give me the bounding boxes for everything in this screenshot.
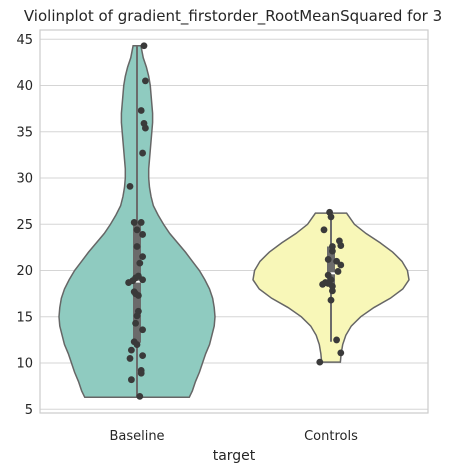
x-tick-label: Baseline bbox=[109, 429, 164, 444]
data-point bbox=[139, 352, 147, 360]
data-point bbox=[127, 376, 135, 384]
data-point bbox=[329, 247, 336, 255]
data-point bbox=[132, 319, 140, 327]
data-point bbox=[337, 349, 345, 357]
data-point bbox=[140, 42, 148, 50]
strip-points bbox=[125, 42, 345, 400]
data-point bbox=[133, 341, 141, 348]
data-point bbox=[327, 296, 335, 304]
data-point bbox=[139, 276, 147, 284]
data-point bbox=[319, 281, 326, 288]
data-point bbox=[333, 336, 340, 344]
chart-title: Violinplot of gradient_firstorder_RootMe… bbox=[24, 7, 442, 26]
data-point bbox=[142, 124, 149, 132]
y-tick-label: 35 bbox=[16, 125, 33, 140]
data-point bbox=[139, 253, 147, 261]
data-point bbox=[126, 182, 134, 190]
data-point bbox=[139, 326, 147, 334]
data-point bbox=[334, 268, 342, 275]
data-point bbox=[337, 261, 345, 269]
violins bbox=[58, 44, 410, 399]
y-tick-label: 15 bbox=[16, 310, 33, 325]
data-point bbox=[133, 312, 141, 320]
x-tick-label: Controls bbox=[304, 429, 358, 444]
data-point bbox=[130, 219, 138, 226]
y-tick-label: 20 bbox=[16, 264, 33, 279]
data-point bbox=[137, 107, 145, 114]
y-tick-label: 25 bbox=[16, 218, 33, 233]
data-point bbox=[137, 219, 145, 226]
median-marker-baseline bbox=[133, 280, 141, 283]
data-point bbox=[316, 358, 324, 366]
iqr-box-controls bbox=[327, 246, 335, 286]
data-point bbox=[133, 226, 141, 234]
data-point bbox=[324, 256, 332, 263]
data-point bbox=[329, 287, 336, 295]
x-tick-labels: Baseline Controls bbox=[109, 429, 358, 444]
data-point bbox=[327, 213, 335, 221]
data-point bbox=[136, 392, 144, 400]
y-tick-label: 5 bbox=[25, 403, 33, 418]
y-tick-label: 30 bbox=[16, 172, 33, 187]
data-point bbox=[139, 231, 147, 238]
data-point bbox=[135, 292, 142, 299]
data-point bbox=[139, 149, 147, 157]
plot-frame bbox=[39, 29, 429, 414]
data-point bbox=[320, 226, 328, 234]
data-point bbox=[127, 346, 135, 354]
data-point bbox=[126, 355, 134, 362]
data-point bbox=[125, 279, 132, 286]
y-tick-label: 40 bbox=[16, 79, 33, 94]
data-point bbox=[136, 259, 144, 267]
data-point bbox=[142, 77, 149, 85]
data-point bbox=[137, 369, 145, 377]
x-axis-label: target bbox=[213, 448, 256, 464]
data-point bbox=[133, 243, 141, 250]
y-tick-label: 45 bbox=[16, 33, 33, 48]
y-tick-label: 10 bbox=[16, 357, 33, 372]
data-point bbox=[337, 242, 345, 249]
y-tick-labels: 5 10 15 20 25 30 35 40 45 bbox=[16, 33, 33, 418]
